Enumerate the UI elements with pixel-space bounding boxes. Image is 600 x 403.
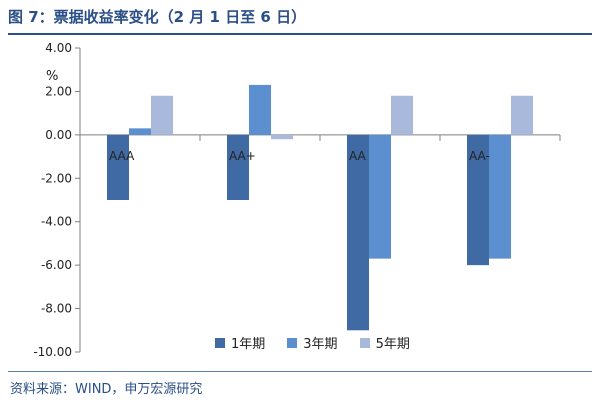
source-divider (8, 371, 592, 372)
legend-label-5y: 5年期 (375, 337, 410, 352)
category-label: AA (349, 149, 367, 163)
bar-aaa-series-1 (107, 134, 129, 200)
y-tick-label: 4.00 (45, 41, 72, 55)
y-axis-label: % (46, 69, 58, 84)
legend-label-1y: 1年期 (231, 337, 266, 352)
bar-aaplus-series-2 (249, 84, 271, 135)
bar-aaminus-series-1 (467, 134, 489, 266)
y-tick-label: -4.00 (41, 215, 72, 229)
y-tick-label: -10.00 (33, 345, 72, 359)
legend-item-3y: 3年期 (287, 333, 338, 352)
bar-aaplus-series-3 (271, 134, 293, 140)
y-tick-label: 2.00 (45, 84, 72, 98)
legend-item-1y: 1年期 (215, 333, 265, 352)
bar-aaa-series-2 (129, 128, 151, 135)
bar-aaminus-series-3 (511, 95, 533, 135)
y-tick-label: -2.00 (41, 171, 72, 185)
bar-aa-series-2 (369, 134, 391, 259)
legend-item-5y: 5年期 (359, 333, 410, 352)
legend-swatch-5y (359, 337, 370, 348)
category-label: AA- (469, 149, 490, 163)
source-note: 资料来源：WIND，申万宏源研究 (10, 382, 203, 397)
y-tick-label: -6.00 (41, 258, 72, 272)
legend-label-3y: 3年期 (303, 337, 338, 352)
bar-aa-series-1 (347, 134, 369, 331)
bar-aaa-series-3 (151, 95, 173, 135)
bar-aa-series-3 (391, 95, 413, 135)
category-label: AA+ (229, 149, 256, 163)
legend-swatch-3y (287, 337, 298, 348)
figure-title: 图 7：票据收益率变化（2 月 1 日至 6 日） (8, 8, 307, 26)
bar-aaplus-series-1 (227, 134, 249, 200)
chart-legend: 1年期 3年期 5年期 (215, 333, 410, 352)
title-divider (8, 33, 592, 35)
y-tick-label: -8.00 (41, 302, 72, 316)
category-label: AAA (109, 149, 135, 163)
bar-aaminus-series-2 (489, 134, 511, 259)
legend-swatch-1y (215, 337, 225, 348)
y-tick-label: 0.00 (45, 128, 72, 142)
